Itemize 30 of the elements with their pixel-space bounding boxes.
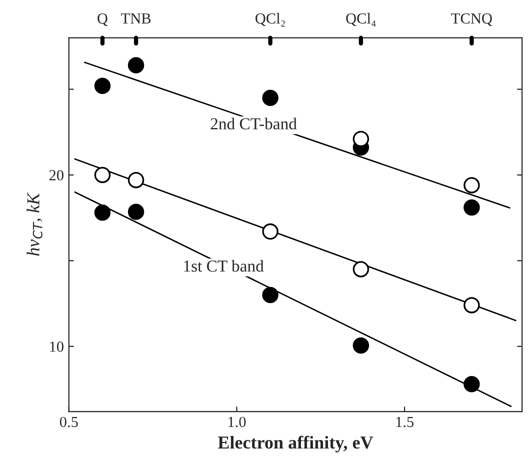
point <box>464 177 480 194</box>
point <box>128 57 144 74</box>
x-tick-label: 0.5 <box>60 416 78 428</box>
point <box>94 78 111 94</box>
point <box>94 166 111 184</box>
annotation: 2nd CT-band <box>210 118 297 130</box>
point <box>464 376 480 392</box>
point <box>464 297 480 314</box>
y-tick-label: 20 <box>49 170 64 180</box>
point <box>352 261 370 278</box>
point <box>94 204 111 221</box>
point <box>464 199 480 216</box>
ref-line-label: TNB <box>121 13 151 24</box>
y-tick-label: 10 <box>50 342 64 352</box>
ref-line-label: QCl₄ <box>346 12 376 27</box>
point <box>262 90 278 106</box>
y-axis-title: hν$_{CT}$, kK <box>26 192 42 256</box>
annotation: 1st CT band <box>184 260 264 272</box>
x-tick-label: 1.5 <box>396 416 414 428</box>
ref-line-label: Q <box>98 13 108 26</box>
point <box>262 286 278 304</box>
point <box>352 130 370 148</box>
point <box>128 204 144 220</box>
x-tick-label: 1.0 <box>228 416 246 428</box>
ref-line-label: QCl₂ <box>256 12 285 27</box>
point <box>262 223 278 240</box>
ref-line-label: TCNQ <box>451 13 492 26</box>
point <box>352 337 370 354</box>
point <box>128 172 144 188</box>
x-axis-title: Electron affinity, eV <box>218 436 374 452</box>
